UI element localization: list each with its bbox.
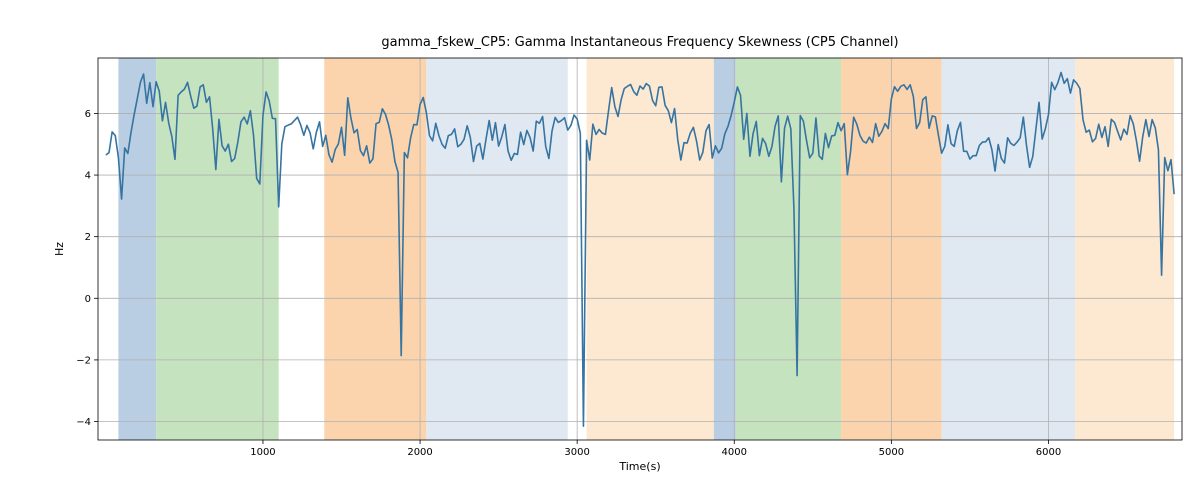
chart-container: 1000 2000 3000 4000 5000 6000 −4 −2 0 2 4 6 Time(s) H… [0, 0, 1200, 500]
x-axis-label: Time(s) [618, 460, 660, 473]
background-span-4 [587, 58, 714, 440]
y-tick-label: 0 [85, 294, 91, 305]
x-tick-label: 2000 [407, 447, 432, 458]
x-tick-label: 5000 [879, 447, 904, 458]
background-span-5 [714, 58, 736, 440]
background-span-0 [118, 58, 156, 440]
y-tick-label: 4 [85, 171, 91, 182]
background-span-8 [942, 58, 1076, 440]
y-tick-label: 6 [85, 109, 91, 120]
y-tick-label: 2 [85, 232, 91, 243]
y-tick-label: −4 [76, 417, 91, 428]
x-tick-label: 1000 [250, 447, 275, 458]
x-tick-label: 3000 [564, 447, 589, 458]
chart-title: gamma_fskew_CP5: Gamma Instantaneous Fre… [381, 35, 898, 50]
plot-area [98, 58, 1182, 440]
background-span-6 [736, 58, 841, 440]
y-axis-label: Hz [53, 242, 66, 256]
background-span-9 [1075, 58, 1174, 440]
background-span-3 [426, 58, 567, 440]
x-tick-label: 6000 [1036, 447, 1061, 458]
y-tick-label: −2 [76, 355, 91, 366]
background-span-1 [156, 58, 279, 440]
chart-svg: 1000 2000 3000 4000 5000 6000 −4 −2 0 2 4 6 Time(s) H… [0, 0, 1200, 500]
background-span-2 [324, 58, 426, 440]
x-tick-label: 4000 [722, 447, 747, 458]
